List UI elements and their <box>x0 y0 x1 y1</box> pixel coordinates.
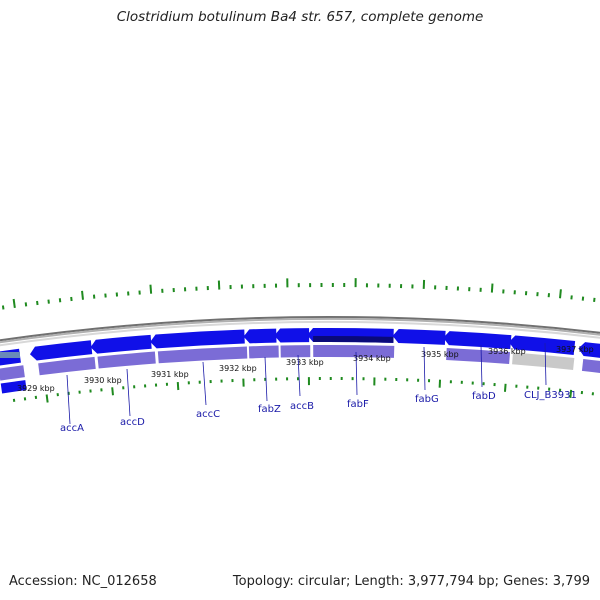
gene-leader-accA <box>66 374 71 425</box>
tick-label-3932: 3932 kbp <box>219 364 257 373</box>
tick-label-3935: 3935 kbp <box>421 350 459 359</box>
cds-dark-segment <box>313 336 394 343</box>
feature-block-3 <box>97 351 156 369</box>
feature-block-6 <box>280 345 311 358</box>
gene-label-accD: accD <box>120 417 145 428</box>
gc-skew-inner-track <box>12 376 595 403</box>
cds-arrow-6 <box>274 328 310 343</box>
gc-tick-outer <box>12 298 16 309</box>
feature-block-4 <box>157 346 248 364</box>
gene-label-fabF: fabF <box>347 399 369 410</box>
gc-tick-outer <box>149 284 153 294</box>
cds-arrow-8 <box>392 329 446 345</box>
gc-tick-outer <box>490 283 494 293</box>
gc-tick-inner <box>176 381 180 391</box>
cds-arrow-5 <box>243 328 277 344</box>
gene-leader-fabZ <box>264 356 268 402</box>
gc-tick-inner <box>111 387 114 396</box>
gene-leader-fabG <box>423 346 426 391</box>
cds-arrow-11 <box>578 342 600 358</box>
gene-leader-fabD <box>480 344 483 388</box>
gene-leader-CLJ_B3931 <box>544 342 547 386</box>
cds-arrow-4 <box>150 329 245 349</box>
feature-left-lightblue <box>0 352 20 358</box>
cds-arrow-10 <box>508 335 576 355</box>
gene-leader-accB <box>297 354 301 397</box>
gene-label-accC: accC <box>196 409 220 420</box>
gc-tick-outer <box>81 290 84 300</box>
feature-block-8 <box>446 347 511 365</box>
cds-arrow-2 <box>29 340 93 361</box>
backbone-inner-line <box>0 318 600 344</box>
axis-ticks: 3929 kbp 3930 kbp 3931 kbp 3932 kbp 3933… <box>17 345 594 393</box>
gene-label-accB: accB <box>290 401 314 412</box>
gc-tick-outer <box>559 289 562 299</box>
gene-leader-fabF <box>355 351 358 396</box>
gene-label-fabD: fabD <box>472 391 496 402</box>
gc-tick-inner <box>45 394 49 403</box>
feature-block-2 <box>38 356 96 376</box>
gene-leader-accC <box>202 361 207 406</box>
gene-label-fabZ: fabZ <box>258 404 281 415</box>
map-title: Clostridium botulinum Ba4 str. 657, comp… <box>116 9 484 25</box>
accession-label: Accession: NC_012658 <box>9 574 157 589</box>
gc-tick-inner <box>569 389 573 398</box>
gc-skew-outer-track <box>1 278 596 310</box>
feature-block-9 <box>512 352 575 370</box>
feature-block-5 <box>248 345 279 359</box>
cds-arrow-9 <box>443 331 512 350</box>
cds-arrow-3 <box>90 334 152 354</box>
backbone-track <box>0 316 600 347</box>
feature-block-10 <box>581 359 600 374</box>
gc-tick-outer <box>24 302 28 307</box>
gene-labels: accA accD accC fabZ accB fabF fabG fabD … <box>60 342 577 434</box>
gene-label-CLJ_B3931: CLJ_B3931 <box>524 390 577 401</box>
tick-label-3936: 3936 kbp <box>488 347 526 356</box>
gc-tick-outer <box>1 305 5 310</box>
tick-label-3934: 3934 kbp <box>353 354 391 363</box>
tick-label-3937: 3937 kbp <box>556 345 594 354</box>
tick-label-3933: 3933 kbp <box>286 358 324 367</box>
feature-left-blue <box>0 380 27 394</box>
gc-tick-inner <box>503 383 507 392</box>
backbone-outer-line <box>0 316 600 342</box>
gene-leader-accD <box>126 368 131 417</box>
gene-label-accA: accA <box>60 423 84 434</box>
genome-summary: Topology: circular; Length: 3,977,794 bp… <box>232 574 590 589</box>
feature-block-7 <box>313 344 395 358</box>
feature-track <box>0 344 600 394</box>
tick-label-3931: 3931 kbp <box>151 370 189 379</box>
backbone-shadow-line <box>0 320 600 347</box>
feature-block-1 <box>0 365 25 381</box>
gene-label-fabG: fabG <box>415 394 439 405</box>
tick-label-3929: 3929 kbp <box>17 384 55 393</box>
tick-label-3930: 3930 kbp <box>84 376 122 385</box>
